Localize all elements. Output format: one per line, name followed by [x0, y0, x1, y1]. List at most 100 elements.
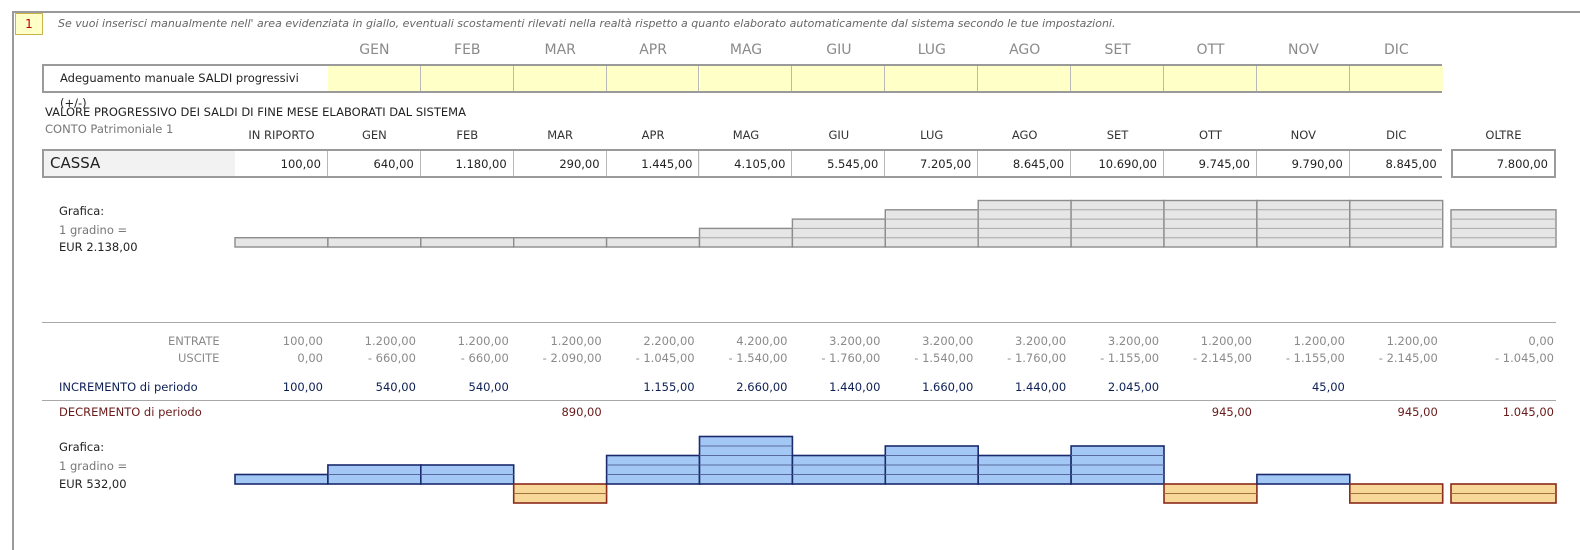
- incremento-value-apr: 1.155,00: [643, 380, 695, 394]
- month-header-giu: GIU: [826, 42, 852, 58]
- cassa-value-mag: 4.105,00: [699, 151, 793, 176]
- graph2-bar-mag: [698, 435, 794, 485]
- cassa-oltre-box: 7.800,00: [1451, 149, 1556, 178]
- cassa-value-giu: 5.545,00: [792, 151, 886, 176]
- graph1-step-label: 1 gradino =: [59, 223, 128, 237]
- section-subtitle: CONTO Patrimoniale 1: [45, 122, 174, 136]
- graph2-title: Grafica:: [59, 440, 105, 454]
- instruction-note: Se vuoi inserisci manualmente nell' area…: [58, 17, 1116, 30]
- incremento-value-in-riporto: 100,00: [282, 380, 323, 394]
- column-header-lug: LUG: [920, 128, 944, 142]
- adjustment-input-mag[interactable]: [699, 66, 793, 91]
- cassa-value-nov: 9.790,00: [1256, 151, 1350, 176]
- cassa-value-oltre: 7.800,00: [1496, 157, 1548, 171]
- cassa-value-lug: 7.205,00: [885, 151, 979, 176]
- entrate-value-oltre: 0,00: [1528, 334, 1554, 348]
- entrate-value-ago: 3.200,00: [1014, 334, 1067, 348]
- adjustment-input-set[interactable]: [1071, 66, 1164, 91]
- column-header-in-riporto: IN RIPORTO: [248, 128, 315, 142]
- graph1-bar-giu: [791, 218, 887, 248]
- incremento-value-feb: 540,00: [468, 380, 509, 394]
- graph1-bar-ott: [1163, 199, 1258, 248]
- entrate-value-ott: 1.200,00: [1200, 334, 1252, 348]
- graph1-title: Grafica:: [59, 204, 105, 218]
- graph1-bar-nov: [1256, 199, 1351, 248]
- adjustment-input-nov[interactable]: [1256, 66, 1350, 91]
- graph2-bar-apr: [605, 454, 701, 485]
- incremento-value-nov: 45,00: [1311, 380, 1345, 394]
- incremento-value-gen: 540,00: [375, 380, 416, 394]
- cassa-value-ago: 8.645,00: [978, 151, 1072, 176]
- divider-line-2: [42, 400, 1556, 401]
- cassa-value-mar: 290,00: [513, 151, 607, 176]
- column-header-set: SET: [1106, 128, 1129, 142]
- incremento-value-mag: 2.660,00: [736, 380, 788, 394]
- graph1-bar-in-riporto: [234, 236, 329, 248]
- cassa-value-ott: 9.745,00: [1164, 151, 1257, 176]
- uscite-value-oltre: - 1.045,00: [1494, 351, 1554, 365]
- adjustment-input-ott[interactable]: [1164, 66, 1257, 91]
- entrate-value-gen: 1.200,00: [364, 334, 416, 348]
- month-header-ott: OTT: [1196, 42, 1225, 58]
- uscite-value-ago: - 1.760,00: [1007, 351, 1067, 365]
- entrate-value-mar: 1.200,00: [550, 334, 602, 348]
- cassa-value-feb: 1.180,00: [420, 151, 514, 176]
- uscite-value-gen: - 660,00: [367, 351, 416, 365]
- uscite-value-ott: - 2.145,00: [1192, 351, 1252, 365]
- decremento-value-mar: 890,00: [561, 405, 602, 419]
- cassa-value-set: 10.690,00: [1071, 151, 1164, 176]
- entrate-value-dic: 1.200,00: [1386, 334, 1438, 348]
- incremento-value-giu: 1.440,00: [829, 380, 881, 394]
- adjustment-input-gen[interactable]: [327, 66, 421, 91]
- uscite-value-giu: - 1.760,00: [821, 351, 881, 365]
- graph2-step-label: 1 gradino =: [59, 459, 128, 473]
- column-header-ott: OTT: [1198, 128, 1222, 142]
- month-header-feb: FEB: [454, 42, 481, 58]
- graph1-bar-mar: [513, 236, 608, 248]
- uscite-value-lug: - 1.540,00: [914, 351, 974, 365]
- cassa-value-dic: 8.845,00: [1349, 151, 1443, 176]
- month-header-set: SET: [1104, 42, 1131, 58]
- incremento-label: INCREMENTO di periodo: [59, 380, 198, 394]
- entrate-value-mag: 4.200,00: [736, 334, 788, 348]
- entrate-value-feb: 1.200,00: [457, 334, 509, 348]
- decremento-label: DECREMENTO di periodo: [59, 405, 202, 419]
- uscite-value-in-riporto: 0,00: [297, 351, 323, 365]
- adjustment-input-lug[interactable]: [885, 66, 979, 91]
- adjustment-input-apr[interactable]: [606, 66, 700, 91]
- adjustment-input-dic[interactable]: [1349, 66, 1443, 91]
- decremento-value-dic: 945,00: [1397, 405, 1438, 419]
- adjustment-input-ago[interactable]: [978, 66, 1072, 91]
- month-header-mar: MAR: [544, 42, 576, 58]
- column-header-mag: MAG: [732, 128, 760, 142]
- adjustment-label: Adeguamento manuale SALDI progressivi (+…: [44, 66, 330, 110]
- cassa-value-apr: 1.445,00: [606, 151, 700, 176]
- graph1-bar-apr: [605, 236, 701, 248]
- section-number-badge: 1: [15, 13, 43, 35]
- column-header-apr: APR: [641, 128, 665, 142]
- section-title: VALORE PROGRESSIVO DEI SALDI DI FINE MES…: [45, 105, 466, 119]
- entrate-value-in-riporto: 100,00: [282, 334, 323, 348]
- month-header-ago: AGO: [1009, 42, 1041, 58]
- uscite-value-mar: - 2.090,00: [542, 351, 602, 365]
- adjustment-input-giu[interactable]: [792, 66, 886, 91]
- column-header-nov: NOV: [1290, 128, 1316, 142]
- cassa-value-in-riporto: 100,00: [235, 151, 328, 176]
- column-header-feb: FEB: [456, 128, 479, 142]
- uscite-value-dic: - 2.145,00: [1378, 351, 1438, 365]
- incremento-value-lug: 1.660,00: [922, 380, 974, 394]
- entrate-value-set: 3.200,00: [1107, 334, 1160, 348]
- month-header-dic: DIC: [1383, 42, 1409, 58]
- entrate-label: ENTRATE: [168, 334, 220, 348]
- graph1-bar-feb: [420, 236, 515, 248]
- month-header-lug: LUG: [917, 42, 946, 58]
- uscite-label: USCITE: [178, 351, 220, 365]
- decremento-value-oltre: 1.045,00: [1502, 405, 1554, 419]
- graph2-bar-nov: [1256, 473, 1351, 485]
- adjustment-input-mar[interactable]: [513, 66, 607, 91]
- month-header-mag: MAG: [729, 42, 763, 58]
- month-header-gen: GEN: [359, 42, 390, 58]
- graph1-step-value: EUR 2.138,00: [59, 240, 138, 254]
- adjustment-input-feb[interactable]: [420, 66, 514, 91]
- incremento-value-ago: 1.440,00: [1014, 380, 1067, 394]
